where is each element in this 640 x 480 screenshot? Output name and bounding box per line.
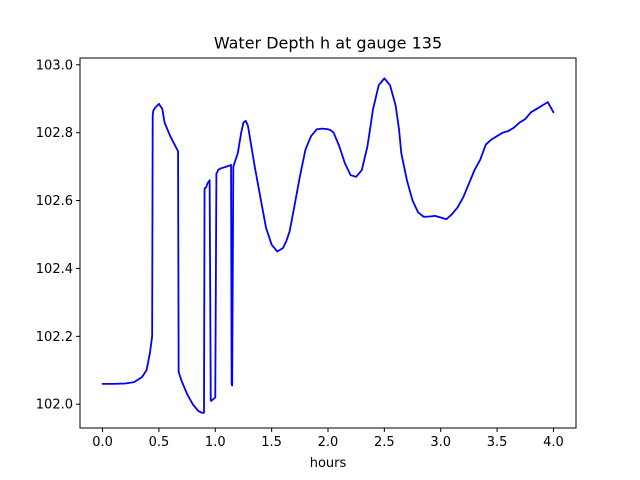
y-tick-label: 103.0 [36, 58, 73, 73]
x-tick-label: 2.0 [318, 435, 339, 450]
chart-title: Water Depth h at gauge 135 [214, 34, 442, 53]
y-tick-label: 102.4 [36, 262, 73, 277]
series-line-0 [101, 77, 555, 414]
x-tick-label: 0.0 [92, 435, 113, 450]
series-layer [101, 77, 555, 414]
x-tick-label: 0.5 [149, 435, 170, 450]
x-axis: 0.0 0.5 1.0 1.5 2.0 2.5 3.0 3.5 4.0 [92, 428, 564, 450]
y-tick-label: 102.8 [36, 126, 73, 141]
x-tick-label: 4.0 [543, 435, 564, 450]
x-tick-label: 1.0 [205, 435, 226, 450]
x-tick-label: 1.5 [261, 435, 282, 450]
x-tick-label: 2.5 [374, 435, 395, 450]
y-tick-label: 102.0 [36, 398, 73, 413]
axes-frame [80, 58, 576, 428]
x-tick-label: 3.5 [487, 435, 508, 450]
x-tick-label: 3.0 [430, 435, 451, 450]
y-tick-label: 102.6 [36, 194, 73, 209]
y-tick-label: 102.2 [36, 330, 73, 345]
y-axis: 102.0 102.2 102.4 102.6 102.8 103.0 [36, 58, 80, 413]
plot-area [79, 57, 577, 429]
x-axis-label: hours [310, 456, 347, 471]
